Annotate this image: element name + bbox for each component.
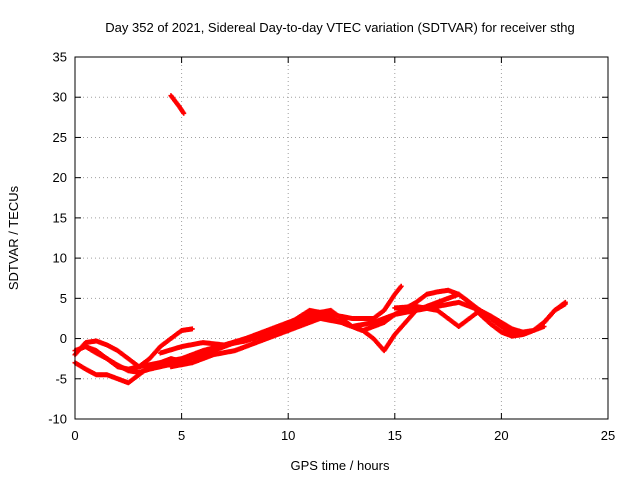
y-tick-label: 10: [53, 251, 67, 266]
grid: [75, 57, 608, 419]
x-tick-label: 20: [494, 428, 508, 443]
data-point: [562, 299, 568, 305]
y-tick-label: 35: [53, 50, 67, 65]
chart-title: Day 352 of 2021, Sidereal Day-to-day VTE…: [105, 20, 574, 35]
x-tick-label: 0: [71, 428, 78, 443]
x-tick-label: 10: [281, 428, 295, 443]
x-axis: 0 5 10 15 20 25: [71, 57, 615, 443]
y-tick-label: 5: [60, 291, 67, 306]
y-tick-label: 15: [53, 210, 67, 225]
x-tick-label: 15: [388, 428, 402, 443]
data-series-track-8: [157, 283, 404, 356]
data-point: [181, 110, 187, 116]
data-series-track-3: [72, 338, 142, 370]
y-axis-label: SDTVAR / TECUs: [6, 185, 21, 290]
y-tick-label: 25: [53, 130, 67, 145]
y-tick-label: -10: [48, 412, 67, 427]
x-axis-label: GPS time / hours: [291, 458, 390, 473]
data-series-track-9: [285, 287, 568, 339]
data-points: [72, 93, 568, 386]
x-tick-label: 5: [178, 428, 185, 443]
y-axis: -10 -5 0 5 10 15 20 25 30 35: [48, 50, 608, 427]
data-point: [541, 323, 547, 329]
y-tick-label: -5: [55, 371, 67, 386]
x-tick-label: 25: [601, 428, 615, 443]
plot-frame: [74, 56, 609, 420]
y-tick-label: 30: [53, 90, 67, 105]
data-point: [398, 283, 404, 289]
y-tick-label: 0: [60, 331, 67, 346]
y-tick-label: 20: [53, 170, 67, 185]
data-series-track-11: [168, 93, 187, 116]
data-series-track-10: [392, 303, 547, 335]
data-point: [189, 326, 195, 332]
